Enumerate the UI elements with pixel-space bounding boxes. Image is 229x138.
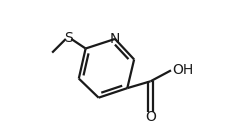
Text: S: S — [64, 31, 73, 45]
Text: OH: OH — [172, 63, 193, 77]
Text: O: O — [144, 111, 155, 124]
Text: N: N — [109, 32, 120, 46]
